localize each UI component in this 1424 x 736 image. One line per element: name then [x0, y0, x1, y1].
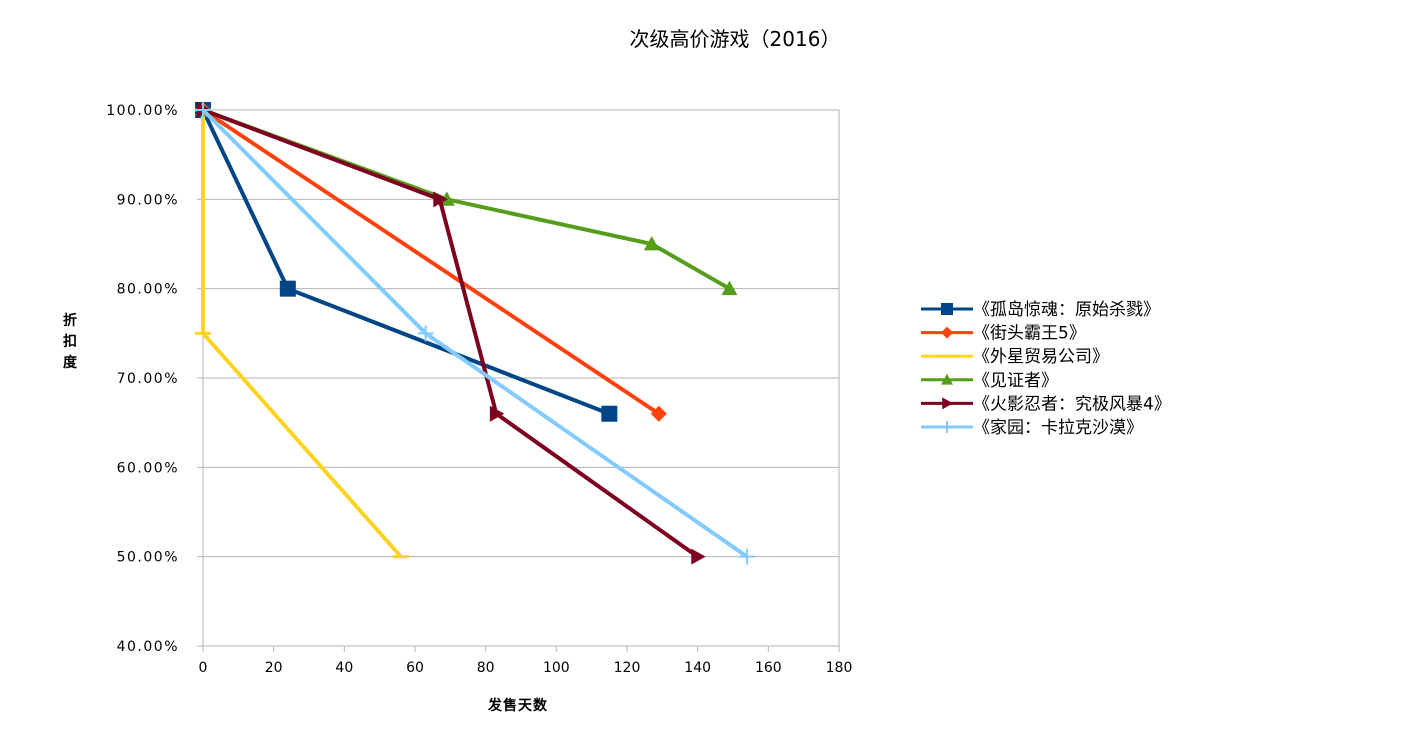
data-point [279, 280, 296, 297]
x-tick-label: 180 [826, 660, 853, 676]
y-tick-label: 60.00% [117, 460, 179, 476]
x-tick-label: 80 [477, 660, 495, 676]
series-5 [196, 102, 706, 565]
x-tick-label: 60 [406, 660, 424, 676]
legend-label: 《街头霸王5》 [973, 324, 1086, 344]
chart-title: 次级高价游戏（2016） [630, 27, 841, 51]
y-tick-label: 40.00% [117, 639, 179, 655]
legend-marker [941, 354, 953, 358]
legend-item: 《见证者》 [921, 371, 1058, 391]
x-tick-label: 120 [614, 660, 641, 676]
legend-label: 《外星贸易公司》 [973, 347, 1109, 367]
data-point [721, 280, 738, 296]
data-point [643, 236, 660, 251]
series-line [201, 108, 660, 416]
x-axis-title: 发售天数 [487, 697, 548, 714]
legend-marker [941, 326, 953, 339]
data-point [489, 405, 505, 422]
y-tick-label: 50.00% [117, 550, 179, 566]
series-2 [195, 102, 667, 422]
series-line [202, 108, 699, 559]
legend: 《孤岛惊魂：原始杀戮》《街头霸王5》《外星贸易公司》《见证者》《火影忍者：究极风… [921, 300, 1171, 438]
legend-item: 《街头霸王5》 [921, 324, 1086, 344]
series-layer [195, 102, 756, 565]
legend-item: 《孤岛惊魂：原始杀戮》 [921, 300, 1160, 320]
legend-label: 《见证者》 [973, 371, 1058, 391]
y-tick-label: 100.00% [106, 103, 179, 119]
y-axis-ticks: 40.00% 50.00% 60.00% 70.00% 80.00% 90.00% 100.… [106, 103, 203, 655]
legend-item: 《火影忍者：究极风暴4》 [921, 394, 1171, 414]
data-point [195, 331, 211, 335]
y-tick-label: 90.00% [117, 192, 179, 208]
y-tick-label: 70.00% [117, 371, 179, 387]
data-point [691, 548, 706, 565]
data-point [601, 405, 618, 422]
data-point [417, 325, 434, 342]
x-tick-label: 140 [684, 660, 711, 676]
data-point [739, 548, 756, 565]
data-point [433, 191, 448, 208]
series-line [201, 109, 611, 416]
legend-marker [942, 397, 953, 410]
x-tick-label: 40 [335, 660, 353, 676]
legend-item: 《家园：卡拉克沙漠》 [921, 418, 1143, 438]
legend-label: 《家园：卡拉克沙漠》 [973, 418, 1143, 438]
x-axis-ticks: 0 20 40 60 80 100 120 140 160 180 [199, 646, 853, 676]
series-1 [195, 102, 618, 422]
x-tick-label: 20 [265, 660, 283, 676]
y-axis-title: 折扣度 [63, 312, 78, 371]
y-tick-label: 80.00% [117, 282, 179, 298]
data-point [195, 102, 211, 118]
legend-marker [941, 373, 953, 385]
legend-marker [941, 303, 953, 315]
x-tick-label: 0 [199, 660, 208, 676]
data-point [438, 191, 455, 206]
x-tick-label: 100 [543, 660, 570, 676]
x-tick-label: 160 [755, 660, 782, 676]
legend-label: 《孤岛惊魂：原始杀戮》 [973, 300, 1160, 320]
data-point [650, 405, 667, 422]
legend-label: 《火影忍者：究极风暴4》 [973, 394, 1171, 414]
legend-marker [941, 421, 953, 433]
series-6 [195, 102, 756, 565]
legend-item: 《外星贸易公司》 [921, 347, 1109, 367]
data-point [392, 555, 409, 559]
